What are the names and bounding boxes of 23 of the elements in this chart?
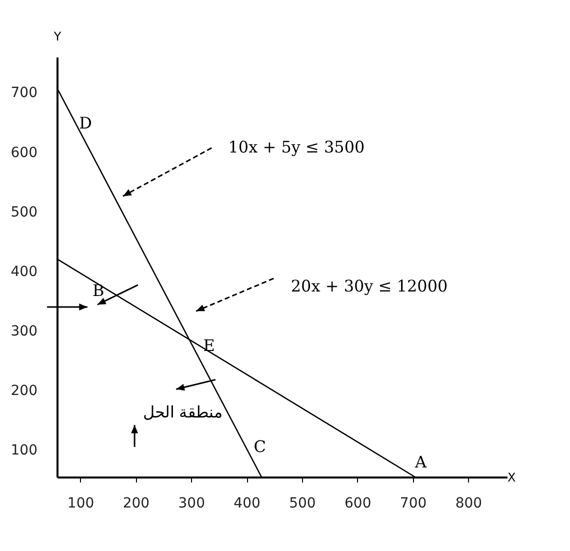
y-tick-label: 500 <box>10 204 38 220</box>
x-axis-title: X <box>508 470 516 484</box>
x-tick-label: 400 <box>234 496 260 512</box>
annotation: D <box>79 114 92 133</box>
x-tick-label: 500 <box>289 496 316 512</box>
y-tick-label: 100 <box>10 442 38 459</box>
y-tick-label: 600 <box>10 144 38 161</box>
annotation: منطقة الحل <box>142 402 223 422</box>
x-tick-label: 700 <box>400 496 427 512</box>
annotation: A <box>414 452 428 472</box>
y-tick-label: 200 <box>10 383 38 400</box>
y-tick-label: 300 <box>10 324 38 340</box>
y-tick-label: 700 <box>10 85 38 102</box>
y-tick-label: 400 <box>10 264 38 280</box>
x-tick-label: 200 <box>122 496 150 512</box>
x-tick-label: 100 <box>67 496 94 512</box>
annotation: 20x + 30y ≤ 12000 <box>290 276 448 296</box>
x-tick-label: 300 <box>178 496 205 512</box>
y-axis-title: Y <box>52 30 62 44</box>
x-tick-label: 600 <box>344 496 372 512</box>
annotation: C <box>254 437 266 456</box>
x-tick-label: 800 <box>455 496 482 512</box>
annotation: 10x + 5y ≤ 3500 <box>228 138 365 157</box>
